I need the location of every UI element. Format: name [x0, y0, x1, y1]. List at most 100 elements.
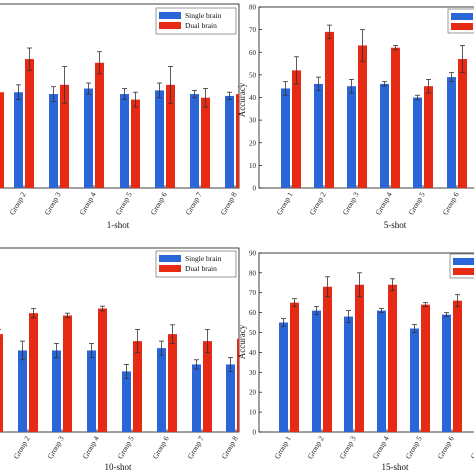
legend-swatch-single [451, 13, 473, 20]
chart-panel-1: Group 2 Group 3 Group 4 Group 5 Group 6 Group… [0, 3, 240, 230]
legend [449, 253, 474, 279]
x-tick-label: Group 6 [149, 190, 169, 216]
single-brain-bar [52, 350, 61, 432]
dual-brain-bar [358, 45, 367, 188]
bars-group [281, 24, 467, 188]
x-tick-label: Group 4 [371, 434, 391, 460]
dual-brain-bar [201, 97, 210, 188]
y-tick-label: 30 [249, 117, 257, 125]
x-tick-label: Group 2 [8, 190, 28, 216]
legend-swatch-dual [159, 265, 181, 272]
dual-brain-bar [29, 313, 38, 432]
x-tick-label: Group 5 [404, 434, 424, 460]
dual-brain-bar [131, 99, 140, 188]
y-tick-label: 10 [249, 409, 257, 417]
dual-brain-bar [421, 304, 430, 432]
single-brain-bar [225, 95, 234, 188]
x-tick-label: Group 3 [46, 434, 66, 460]
dual-brain-bar [453, 300, 462, 432]
x-tick-label: Group 4 [78, 190, 98, 216]
single-brain-bar [380, 83, 389, 188]
dual-brain-bar [391, 47, 400, 188]
legend-swatch-single [453, 258, 474, 265]
y-tick-label: 0 [253, 429, 257, 437]
x-tick-label: Group 3 [43, 190, 63, 216]
y-tick-label: 40 [249, 349, 257, 357]
bars-group [0, 305, 239, 432]
x-tick-label: Group 3 [338, 434, 358, 460]
y-tick-label: 0 [253, 185, 257, 193]
y-tick-label: 70 [249, 26, 257, 34]
single-brain-bar [157, 348, 166, 432]
x-tick-label: Group 7 [469, 434, 474, 460]
x-axis-label: 1-shot [107, 220, 130, 230]
bars-group [279, 272, 462, 432]
x-tick-label: Group 6 [151, 434, 171, 460]
single-brain-bar [122, 371, 131, 432]
dual-brain-bar [458, 59, 467, 188]
single-brain-bar [347, 86, 356, 188]
chart-panel-3: Group 2 Group 3 Group 4 Group 5 Group 6 Group… [0, 247, 240, 472]
legend-swatch-single [159, 12, 181, 19]
x-tick-label: Group 5 [114, 190, 134, 216]
y-tick-label: 50 [249, 71, 257, 79]
dual-brain-bar [290, 302, 299, 432]
y-axis-label: Accuracy [237, 324, 247, 359]
x-tick-label: Group 2 [308, 190, 328, 216]
dual-brain-bar [0, 92, 4, 188]
x-axis-label: 15-shot [382, 462, 409, 472]
legend-swatch-single [159, 255, 181, 262]
single-brain-bar [190, 94, 199, 188]
y-tick-label: 70 [249, 289, 257, 297]
y-axis-label: Accuracy [237, 82, 247, 117]
single-brain-bar [226, 364, 235, 432]
y-tick-label: 90 [249, 249, 257, 257]
legend-label: Dual brain [185, 21, 217, 30]
single-brain-bar [155, 90, 164, 188]
y-tick-label: 20 [249, 389, 257, 397]
x-tick-label: Group 8 [219, 190, 239, 216]
x-tick-label: Group 4 [374, 190, 394, 216]
dual-brain-bar [60, 84, 69, 188]
y-tick-label: 60 [249, 309, 257, 317]
single-brain-bar [192, 364, 201, 432]
x-tick-label: Group 5 [407, 190, 427, 216]
dual-brain-bar [236, 94, 239, 188]
legend-swatch-dual [159, 22, 181, 29]
y-tick-label: 40 [249, 94, 257, 102]
single-brain-bar [312, 310, 321, 432]
dual-brain-bar [388, 284, 397, 432]
dual-brain-bar [237, 338, 239, 432]
x-tick-label: Group 1 [275, 190, 295, 216]
legend-swatch-dual [453, 268, 474, 275]
chart-panel-4: 0 10 20 30 40 50 60 70 80 90 Accuracy Group 1 Group … [237, 249, 474, 472]
single-brain-bar [442, 314, 451, 432]
y-tick-label: 80 [249, 269, 257, 277]
single-brain-bar [344, 316, 353, 432]
x-axis-label: 5-shot [384, 220, 407, 230]
single-brain-bar [281, 88, 290, 188]
bars-group [0, 47, 239, 188]
single-brain-bar [14, 92, 23, 188]
single-brain-bar [447, 77, 456, 188]
single-brain-bar [120, 94, 129, 188]
dual-brain-bar [168, 334, 177, 432]
x-tick-label: Group 5 [116, 434, 136, 460]
dual-brain-bar [203, 341, 212, 432]
dual-brain-bar [325, 31, 334, 188]
dual-brain-bar [95, 62, 104, 188]
dual-brain-bar [0, 334, 3, 432]
dual-brain-bar [63, 315, 72, 432]
single-brain-bar [84, 88, 93, 188]
x-tick-label: Group 8 [220, 434, 240, 460]
y-tick-label: 80 [249, 4, 257, 12]
legend-label: Single brain [185, 254, 222, 263]
x-tick-label: Group 4 [81, 434, 101, 460]
y-tick-label: 20 [249, 139, 257, 147]
single-brain-bar [49, 94, 58, 188]
x-tick-label: Group 1 [273, 434, 293, 460]
y-tick-label: 50 [249, 329, 257, 337]
chart-panel-2: 0 10 20 30 40 50 60 70 80 Accuracy Group 1 Group 2 G… [237, 4, 474, 230]
y-tick-label: 30 [249, 369, 257, 377]
